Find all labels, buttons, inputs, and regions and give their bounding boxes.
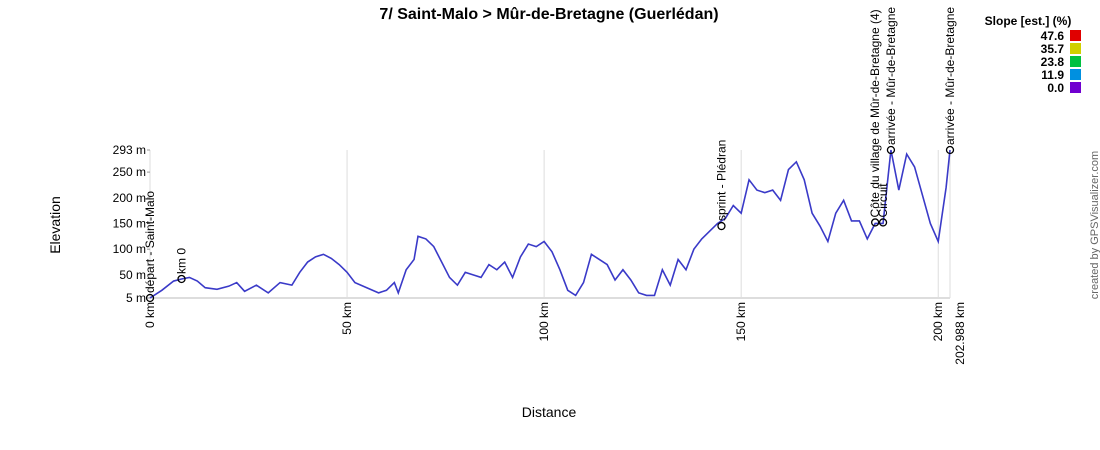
x-tick-label: 0 km [143,302,157,328]
legend-swatch [1070,56,1081,67]
legend-swatch [1070,43,1081,54]
legend-label: 23.8 [1041,55,1065,69]
x-axis-label: Distance [522,404,577,420]
y-tick-label: 50 m [119,268,146,282]
waypoint-marker [886,145,896,155]
waypoint-label: départ - Saint-Malo [143,191,157,293]
waypoint-label: Circuit [876,183,890,218]
waypoint-label: sprint - Plédran [714,140,728,221]
legend-label: 35.7 [1041,42,1065,56]
x-tick-label: 150 km [734,302,748,341]
waypoint-marker [177,274,186,284]
elevation-line [149,149,951,299]
waypoint-label: Côte du village de Mûr-de-Bretagne (4) [868,9,882,217]
legend-swatch [1070,69,1081,80]
x-tick-label: 50 km [340,302,354,335]
waypoint-marker [945,145,955,155]
x-tick-label: 200 km [931,302,945,341]
legend-swatch [1070,82,1081,93]
waypoint-marker [878,218,888,227]
y-tick-label: 250 m [113,165,146,179]
chart-title: 7/ Saint-Malo > Mûr-de-Bretagne (Guerléd… [379,6,718,23]
x-tick-label: 100 km [537,302,551,341]
legend-label: 11.9 [1041,68,1064,82]
y-tick-label: 200 m [113,191,146,205]
legend-title: Slope [est.] (%) [985,14,1072,28]
y-tick-label: 100 m [113,242,146,256]
y-tick-label: 5 m [126,291,146,305]
waypoint-marker [871,218,880,227]
waypoint-label: arrivée - Mûr-de-Bretagne [884,7,898,145]
x-tick-label: 202.988 km [953,302,967,365]
waypoint-marker [145,293,155,303]
legend-label: 47.6 [1041,29,1065,43]
waypoint-label: arrivée - Mûr-de-Bretagne [943,7,957,145]
legend-swatch [1070,30,1081,41]
y-tick-label: 293 m [113,143,146,157]
credit: created by GPSVisualizer.com [1089,151,1100,299]
waypoint-label: km 0 [175,248,189,274]
y-tick-label: 150 m [113,216,146,230]
legend-label: 0.0 [1047,81,1064,95]
y-axis-label: Elevation [47,196,63,254]
waypoint-marker [717,221,726,231]
